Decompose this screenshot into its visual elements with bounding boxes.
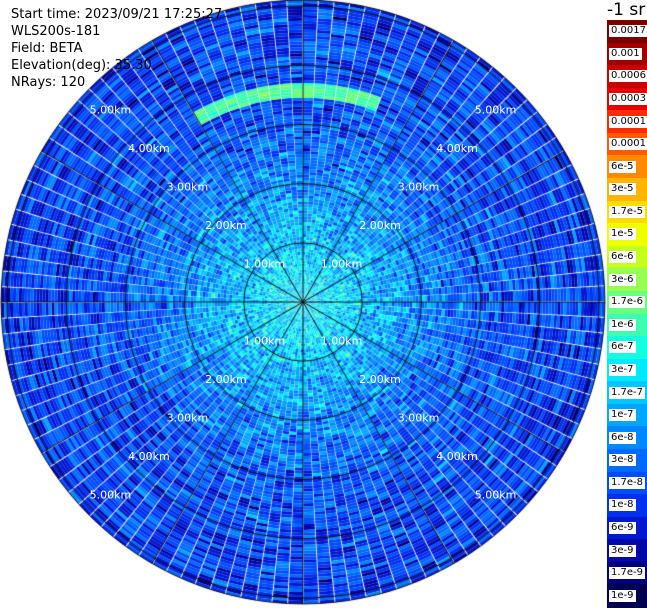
range-ring-label: 2.00km bbox=[205, 219, 247, 232]
instrument-text: WLS200s-181 bbox=[11, 24, 101, 39]
range-ring-label: 4.00km bbox=[128, 142, 170, 155]
colorbar-tick-label: 6e-5 bbox=[609, 160, 636, 173]
range-ring-label: 1.00km bbox=[321, 257, 363, 270]
colorbar-tick-label: 6e-6 bbox=[609, 251, 636, 264]
range-ring-label: 4.00km bbox=[436, 142, 478, 155]
colorbar-tick-label: 0.00017 bbox=[609, 115, 647, 128]
range-ring-label: 3.00km bbox=[398, 180, 440, 193]
colorbar-tick-label: 6e-7 bbox=[609, 341, 636, 354]
elevation-text: Elevation(deg): 35.30 bbox=[11, 58, 152, 73]
range-ring-label: 2.00km bbox=[205, 373, 247, 386]
start-time-text: Start time: 2023/09/21 17:25:27 bbox=[11, 7, 223, 22]
range-ring-label: 2.00km bbox=[359, 373, 401, 386]
colorbar-tick-label: 3e-6 bbox=[609, 273, 636, 286]
colorbar-tick-label: 3e-8 bbox=[609, 454, 636, 467]
range-ring-label: 4.00km bbox=[436, 450, 478, 463]
colorbar-tick-label: 1e-9 bbox=[609, 589, 636, 602]
colorbar-tick-label: 1.7e-6 bbox=[609, 296, 646, 309]
colorbar-tick-label: 1.7e-5 bbox=[609, 205, 646, 218]
colorbar-tick-label: 6e-8 bbox=[609, 431, 636, 444]
range-ring-label: 4.00km bbox=[128, 450, 170, 463]
ppi-scan-plot bbox=[0, 0, 607, 607]
colorbar-tick-label: 0.0003 bbox=[609, 93, 647, 106]
range-ring-label: 2.00km bbox=[359, 219, 401, 232]
colorbar-tick-label: 3e-7 bbox=[609, 363, 636, 376]
range-ring-label: 5.00km bbox=[475, 489, 517, 502]
range-ring-label: 1.00km bbox=[321, 335, 363, 348]
colorbar-tick-label: 0.0006 bbox=[609, 70, 647, 83]
nrays-text: NRays: 120 bbox=[11, 75, 86, 90]
range-ring-label: 5.00km bbox=[90, 489, 132, 502]
colorbar-unit-label: -1 sr bbox=[607, 0, 646, 20]
colorbar-tick-label: 3e-5 bbox=[609, 183, 636, 196]
range-ring-label: 5.00km bbox=[475, 103, 517, 116]
range-ring-label: 1.00km bbox=[244, 335, 286, 348]
colorbar-tick-label: 6e-9 bbox=[609, 521, 636, 534]
range-ring-label: 5.00km bbox=[90, 103, 132, 116]
colorbar-tick-label: 1.7e-8 bbox=[609, 476, 646, 489]
field-text: Field: BETA bbox=[11, 41, 83, 56]
range-labels-layer: 1.00km 1.00km 1.00km 1.00km 2.00km 2.00km 2.00… bbox=[0, 0, 607, 607]
colorbar-tick-label: 0.001 bbox=[609, 47, 642, 60]
colorbar-tick-label: 1.7e-9 bbox=[609, 567, 646, 580]
colorbar: 0.0017 0.001 0.0006 0.0003 0.00017 0.0001 6e-5… bbox=[607, 20, 647, 608]
colorbar-tick-label: 1.7e-7 bbox=[609, 386, 646, 399]
colorbar-tick-label: 3e-9 bbox=[609, 544, 636, 557]
range-ring-label: 1.00km bbox=[244, 257, 286, 270]
colorbar-tick-label: 1e-8 bbox=[609, 499, 636, 512]
colorbar-tick-label: 1e-7 bbox=[609, 409, 636, 422]
colorbar-tick-label: 0.0017 bbox=[609, 25, 647, 38]
colorbar-tick-label: 1e-5 bbox=[609, 228, 636, 241]
range-ring-label: 3.00km bbox=[167, 412, 209, 425]
colorbar-tick-label: 1e-6 bbox=[609, 318, 636, 331]
range-ring-label: 3.00km bbox=[167, 180, 209, 193]
range-ring-label: 3.00km bbox=[398, 412, 440, 425]
colorbar-tick-label: 0.0001 bbox=[609, 138, 647, 151]
